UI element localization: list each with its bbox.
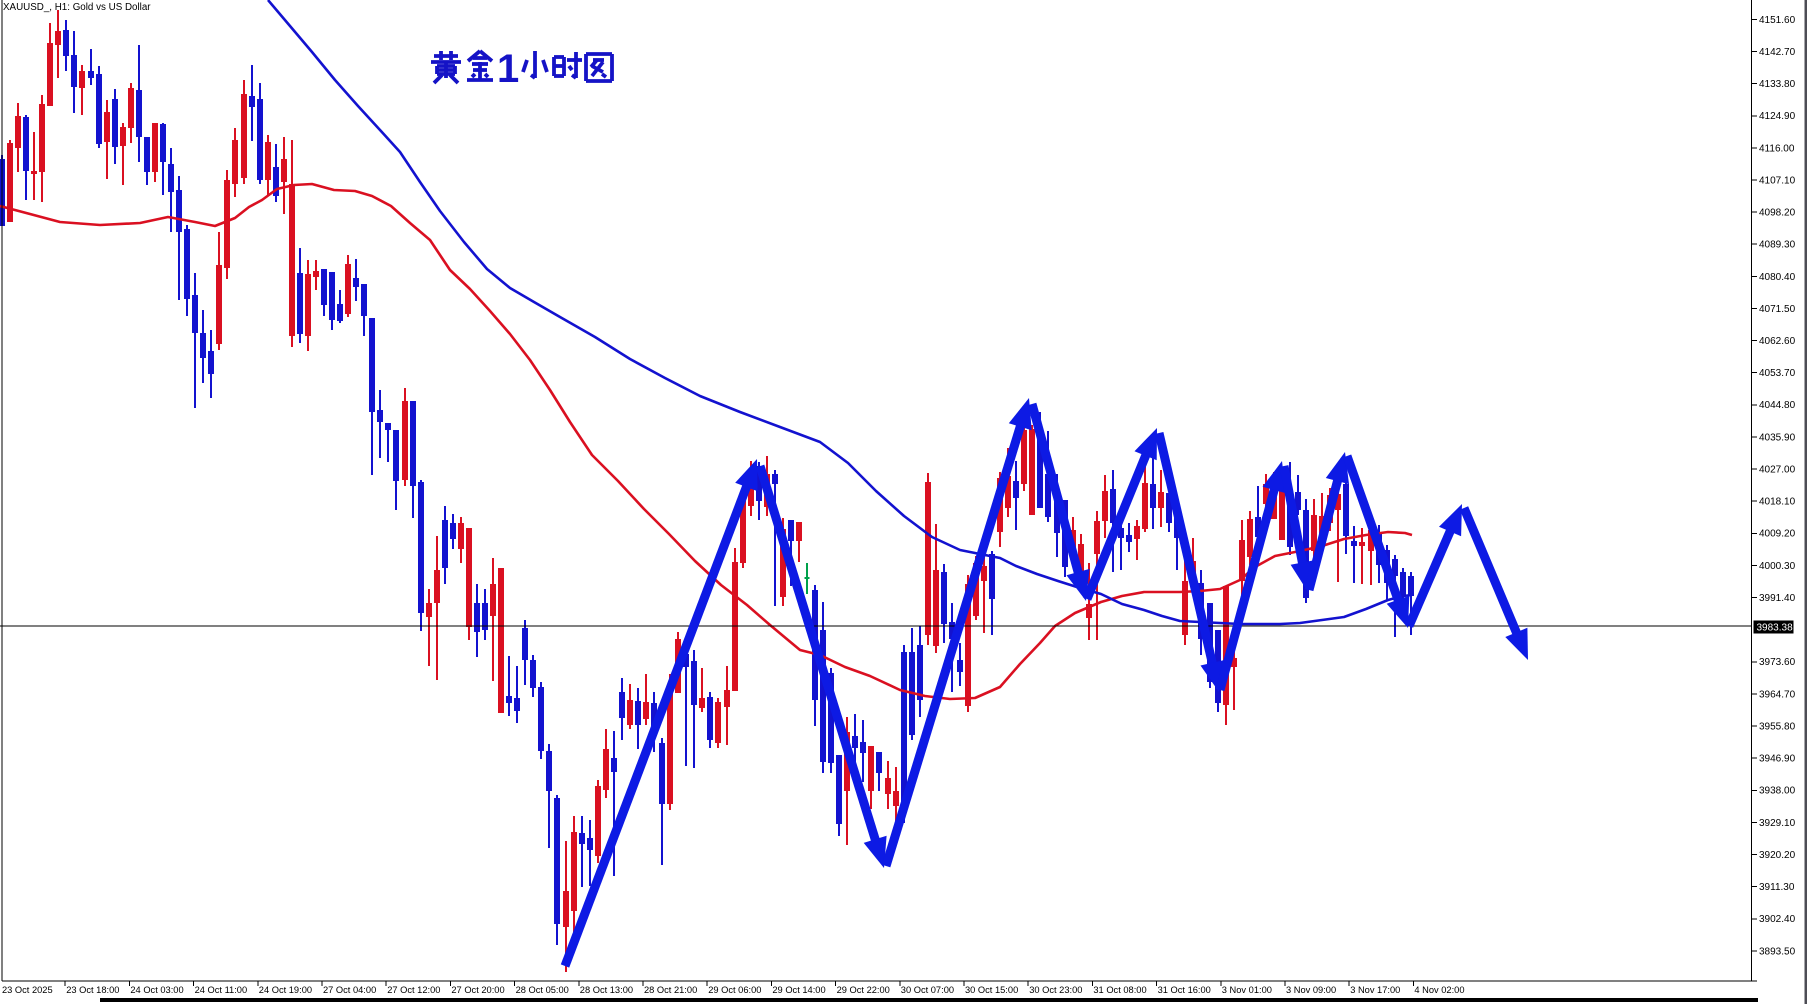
svg-text:28 Oct 21:00: 28 Oct 21:00 [644, 985, 697, 995]
svg-text:4080.40: 4080.40 [1759, 272, 1796, 283]
svg-text:27 Oct 12:00: 27 Oct 12:00 [387, 985, 440, 995]
svg-text:3902.40: 3902.40 [1759, 914, 1796, 925]
svg-text:24 Oct 11:00: 24 Oct 11:00 [195, 985, 248, 995]
svg-text:30 Oct 15:00: 30 Oct 15:00 [965, 985, 1018, 995]
svg-text:29 Oct 14:00: 29 Oct 14:00 [772, 985, 825, 995]
svg-text:4009.20: 4009.20 [1759, 529, 1796, 540]
svg-text:28 Oct 05:00: 28 Oct 05:00 [516, 985, 569, 995]
svg-text:3911.30: 3911.30 [1759, 882, 1795, 893]
svg-text:4062.60: 4062.60 [1759, 336, 1796, 347]
svg-text:3991.40: 3991.40 [1759, 593, 1796, 604]
svg-text:3893.50: 3893.50 [1759, 946, 1796, 957]
svg-text:3973.60: 3973.60 [1759, 657, 1796, 668]
svg-text:4116.00: 4116.00 [1759, 143, 1795, 154]
svg-text:29 Oct 22:00: 29 Oct 22:00 [837, 985, 890, 995]
svg-text:4 Nov 02:00: 4 Nov 02:00 [1414, 985, 1464, 995]
svg-text:28 Oct 13:00: 28 Oct 13:00 [580, 985, 633, 995]
svg-text:3 Nov 17:00: 3 Nov 17:00 [1350, 985, 1400, 995]
svg-text:4044.80: 4044.80 [1759, 400, 1796, 411]
svg-text:31 Oct 08:00: 31 Oct 08:00 [1093, 985, 1146, 995]
svg-text:4133.80: 4133.80 [1759, 79, 1796, 90]
svg-text:3964.70: 3964.70 [1759, 689, 1796, 700]
svg-text:4107.10: 4107.10 [1759, 175, 1796, 186]
svg-text:3 Nov 01:00: 3 Nov 01:00 [1222, 985, 1272, 995]
svg-text:24 Oct 03:00: 24 Oct 03:00 [130, 985, 183, 995]
svg-text:24 Oct 19:00: 24 Oct 19:00 [259, 985, 312, 995]
svg-text:3929.10: 3929.10 [1759, 818, 1796, 829]
svg-text:23 Oct 2025: 23 Oct 2025 [2, 985, 53, 995]
svg-text:4000.30: 4000.30 [1759, 561, 1796, 572]
svg-text:3938.00: 3938.00 [1759, 786, 1796, 797]
svg-text:XAUUSD_, H1: Gold vs US Dolla: XAUUSD_, H1: Gold vs US Dollar [3, 2, 151, 13]
svg-text:3955.80: 3955.80 [1759, 721, 1796, 732]
svg-text:3920.20: 3920.20 [1759, 850, 1796, 861]
svg-text:4035.90: 4035.90 [1759, 432, 1796, 443]
svg-text:3 Nov 09:00: 3 Nov 09:00 [1286, 985, 1336, 995]
svg-text:29 Oct 06:00: 29 Oct 06:00 [708, 985, 761, 995]
svg-text:3983.38: 3983.38 [1757, 623, 1794, 634]
svg-text:4142.70: 4142.70 [1759, 47, 1796, 58]
svg-text:4124.90: 4124.90 [1759, 111, 1796, 122]
svg-text:4053.70: 4053.70 [1759, 368, 1796, 379]
svg-text:4151.60: 4151.60 [1759, 15, 1796, 26]
svg-text:30 Oct 07:00: 30 Oct 07:00 [901, 985, 954, 995]
svg-text:31 Oct 16:00: 31 Oct 16:00 [1158, 985, 1211, 995]
svg-text:4098.20: 4098.20 [1759, 208, 1796, 219]
svg-text:30 Oct 23:00: 30 Oct 23:00 [1029, 985, 1082, 995]
svg-text:23 Oct 18:00: 23 Oct 18:00 [66, 985, 119, 995]
svg-text:4089.30: 4089.30 [1759, 240, 1796, 251]
svg-text:4027.00: 4027.00 [1759, 465, 1796, 476]
svg-text:4018.10: 4018.10 [1759, 497, 1796, 508]
svg-text:27 Oct 20:00: 27 Oct 20:00 [451, 985, 504, 995]
svg-text:4071.50: 4071.50 [1759, 304, 1796, 315]
svg-text:27 Oct 04:00: 27 Oct 04:00 [323, 985, 376, 995]
svg-text:1: 1 [497, 47, 519, 91]
svg-text:3946.90: 3946.90 [1759, 754, 1796, 765]
